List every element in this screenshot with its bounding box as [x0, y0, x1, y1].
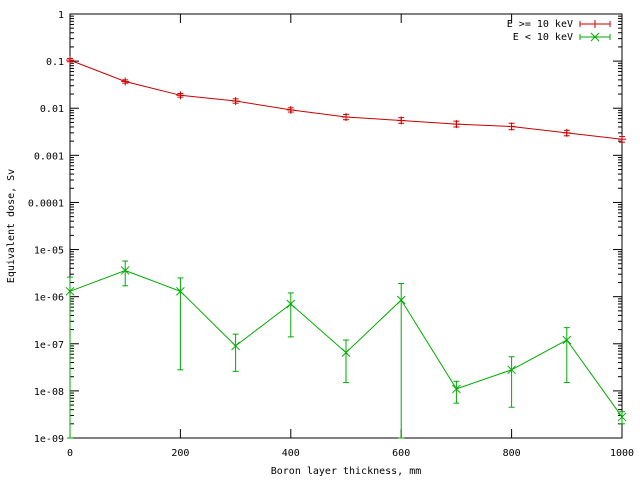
data-point	[120, 266, 130, 275]
y-tick-label: 0.1	[46, 57, 64, 68]
legend-item: E < 10 keV	[513, 32, 611, 43]
y-axis-title: Equivalent dose, Sv	[6, 169, 17, 283]
y-tick-label: 0.001	[34, 151, 64, 162]
series-1	[66, 56, 626, 144]
data-point	[397, 116, 406, 125]
data-point	[231, 97, 240, 106]
series-2	[65, 260, 627, 439]
data-point	[507, 365, 516, 375]
marker-stroke	[65, 286, 75, 296]
error-bar	[398, 283, 405, 439]
data-point	[176, 91, 185, 100]
data-point	[396, 295, 406, 305]
legend-marker	[591, 20, 599, 28]
x-tick-label: 600	[392, 448, 410, 459]
error-bar	[453, 380, 460, 404]
plot-area	[65, 56, 627, 439]
marker-stroke	[120, 266, 130, 275]
data-point	[507, 122, 516, 131]
legend-label: E < 10 keV	[513, 32, 573, 43]
marker-stroke	[590, 32, 600, 42]
marker-stroke	[176, 286, 185, 296]
legend-item: E >= 10 keV	[507, 19, 611, 30]
data-point	[562, 335, 572, 345]
error-bar	[619, 411, 625, 425]
x-tick-label: 400	[282, 448, 300, 459]
legend-marker	[590, 32, 600, 42]
x-axis: 0 200 400 600 800 1000	[67, 14, 634, 459]
marker-stroke	[231, 341, 240, 351]
y-tick-label: 1	[58, 10, 64, 21]
data-point	[286, 299, 296, 309]
data-point	[65, 286, 75, 296]
data-point	[286, 105, 295, 114]
data-point	[452, 384, 461, 394]
data-point	[231, 341, 240, 351]
marker-stroke	[562, 335, 572, 345]
y-tick-label: 1e-08	[34, 387, 64, 398]
legend: E >= 10 keV E < 10 keV	[507, 19, 611, 43]
y-axis: 1 0.1 0.01 0.001 0.0001 1e-05 1e-06 1e-07 1e-08 1…	[28, 10, 622, 445]
data-point	[342, 113, 350, 122]
x-tick-label: 1000	[610, 448, 634, 459]
error-bar	[232, 333, 239, 372]
y-tick-label: 0.0001	[28, 198, 64, 209]
marker-stroke	[396, 295, 406, 305]
marker-stroke	[452, 384, 461, 394]
x-tick-label: 0	[67, 448, 73, 459]
error-bar	[563, 327, 570, 384]
data-point	[341, 348, 351, 357]
data-point	[121, 77, 130, 86]
y-tick-label: 1e-06	[34, 293, 64, 304]
error-bar	[177, 277, 184, 371]
y-tick-label: 1e-09	[34, 434, 64, 445]
error-bar	[343, 339, 349, 384]
error-bar	[67, 276, 73, 439]
y-tick-label: 0.01	[40, 104, 64, 115]
legend-label: E >= 10 keV	[507, 19, 573, 30]
data-point	[176, 286, 185, 296]
marker-stroke	[507, 365, 516, 375]
marker-stroke	[286, 299, 296, 309]
error-bar	[508, 356, 515, 408]
x-tick-label: 800	[503, 448, 521, 459]
y-tick-label: 1e-07	[34, 340, 64, 351]
x-axis-title: Boron layer thickness, mm	[271, 466, 422, 477]
error-bar	[122, 260, 129, 287]
marker-stroke	[341, 348, 351, 357]
data-point	[617, 412, 627, 422]
series-line	[69, 59, 623, 140]
data-point	[562, 128, 571, 137]
data-point	[66, 56, 74, 65]
error-bar	[287, 292, 294, 338]
data-point	[618, 135, 626, 144]
data-point	[452, 120, 461, 129]
plot-frame	[69, 13, 623, 439]
x-tick-label: 200	[171, 448, 189, 459]
marker-stroke	[617, 412, 627, 422]
y-tick-label: 1e-05	[34, 246, 64, 257]
